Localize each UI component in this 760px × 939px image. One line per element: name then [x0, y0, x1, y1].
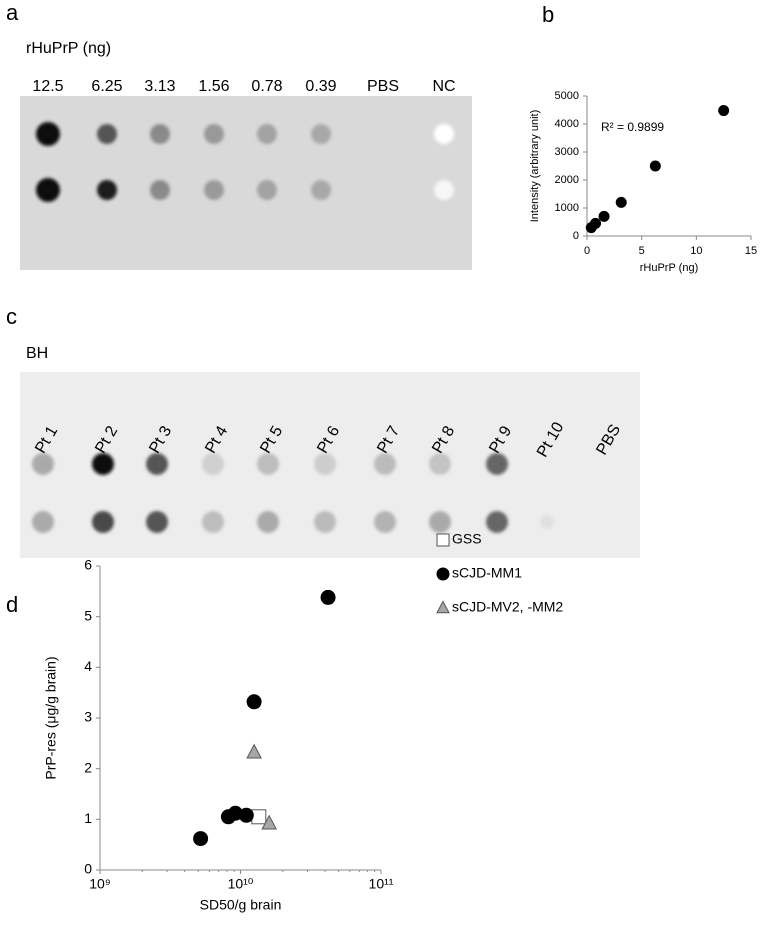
marker — [261, 814, 278, 830]
x-tick-label: 0 — [584, 245, 590, 257]
legend-marker — [436, 600, 450, 614]
blot-spot — [150, 180, 170, 200]
legend-marker — [436, 567, 450, 581]
x-tick-label: 15 — [745, 245, 757, 257]
marker — [320, 589, 336, 605]
blot-spot — [97, 124, 117, 144]
blot-spot — [150, 124, 170, 144]
x-tick-label: 10 — [690, 245, 702, 257]
blot-spot — [146, 511, 168, 533]
y-tick-label: 3000 — [555, 146, 579, 158]
marker — [590, 217, 602, 229]
lane-label: PBS — [367, 78, 399, 95]
blot-spot — [311, 124, 331, 144]
blot-spot — [429, 453, 451, 475]
blot-spot — [146, 453, 168, 475]
y-tick-label: 5000 — [555, 90, 579, 102]
marker — [193, 831, 209, 847]
panel-label: a — [6, 0, 19, 25]
lane-label: 6.25 — [91, 78, 122, 95]
lane-label: NC — [432, 78, 455, 95]
blot-spot — [202, 453, 224, 475]
y-tick-label: 1000 — [555, 202, 579, 214]
blot-spot — [202, 511, 224, 533]
blot-spot — [374, 511, 396, 533]
legend-marker — [436, 533, 450, 547]
lane-label: 0.78 — [251, 78, 282, 95]
lane-label: 12.5 — [32, 78, 63, 95]
blot-spot — [97, 180, 117, 200]
blot-spot — [486, 511, 508, 533]
blot-spot — [92, 511, 114, 533]
y-tick-label: 2000 — [555, 174, 579, 186]
x-axis-label: SD50/g brain — [200, 897, 282, 913]
blot-spot — [540, 515, 554, 529]
y-tick-label: 0 — [573, 230, 579, 242]
lane-label: 3.13 — [144, 78, 175, 95]
blot-spot — [314, 453, 336, 475]
panel-label: b — [542, 2, 554, 27]
legend-label: GSS — [452, 531, 482, 547]
y-tick-label: 1 — [84, 810, 92, 826]
blot-spot — [486, 453, 508, 475]
marker — [598, 210, 610, 222]
blot-spot — [434, 124, 454, 144]
marker — [649, 160, 661, 172]
blot-spot — [257, 180, 277, 200]
panel-label: d — [6, 592, 18, 617]
y-axis-label: PrP-res (μg/g brain) — [43, 656, 59, 779]
y-tick-label: 6 — [84, 557, 92, 573]
marker — [246, 743, 262, 759]
x-tick-label: 10¹¹ — [369, 876, 394, 892]
blot-spot — [204, 180, 224, 200]
blot-title: BH — [26, 345, 48, 362]
y-axis-label: Intensity (arbitrary unit) — [529, 110, 541, 222]
blot-spot — [36, 122, 60, 146]
x-tick-label: 10¹⁰ — [228, 876, 254, 892]
marker — [615, 196, 627, 208]
blot-spot — [257, 124, 277, 144]
blot-spot — [434, 180, 454, 200]
blot-title: rHuPrP (ng) — [26, 40, 111, 57]
y-tick-label: 4000 — [555, 118, 579, 130]
blot-spot — [32, 511, 54, 533]
y-tick-label: 0 — [84, 861, 92, 877]
marker — [251, 809, 267, 825]
x-tick-label: 10⁹ — [89, 876, 111, 892]
panel-label: c — [6, 304, 17, 329]
legend-label: sCJD-MM1 — [452, 565, 522, 581]
blot-spot — [92, 453, 114, 475]
x-axis-label: rHuPrP (ng) — [640, 262, 698, 274]
marker — [246, 694, 262, 710]
lane-label: 1.56 — [198, 78, 229, 95]
blot-spot — [204, 124, 224, 144]
blot-spot — [257, 511, 279, 533]
blot-spot — [36, 178, 60, 202]
marker — [238, 807, 254, 823]
blot-spot — [314, 511, 336, 533]
blot-membrane — [20, 96, 472, 270]
y-tick-label: 3 — [84, 709, 92, 725]
x-tick-label: 5 — [639, 245, 645, 257]
y-tick-label: 5 — [84, 607, 92, 623]
blot-spot — [374, 453, 396, 475]
blot-spot — [429, 511, 451, 533]
blot-spot — [311, 180, 331, 200]
annotation: R² = 0.9899 — [601, 120, 664, 134]
lane-label: 0.39 — [305, 78, 336, 95]
y-tick-label: 2 — [84, 759, 92, 775]
marker — [718, 105, 730, 117]
y-tick-label: 4 — [84, 658, 92, 674]
legend-label: sCJD-MV2, -MM2 — [452, 599, 563, 615]
blot-spot — [257, 453, 279, 475]
blot-spot — [32, 453, 54, 475]
